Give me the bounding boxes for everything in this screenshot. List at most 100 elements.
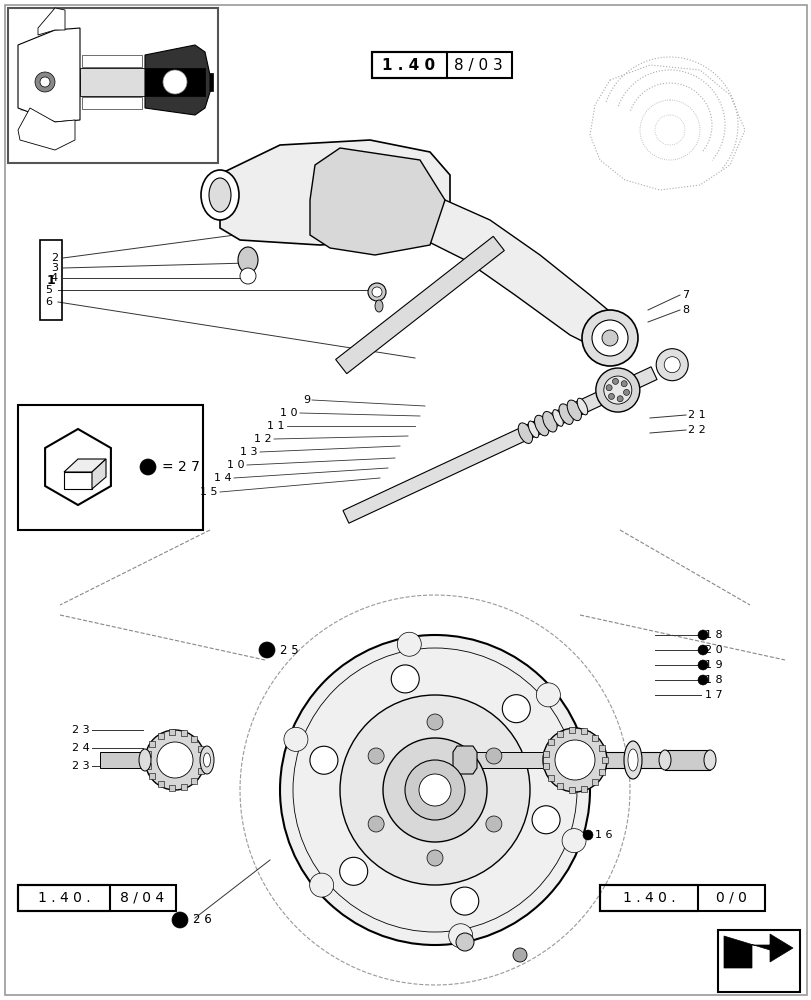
Ellipse shape — [623, 741, 642, 779]
Bar — [581, 786, 586, 792]
Circle shape — [605, 385, 611, 391]
Ellipse shape — [201, 170, 238, 220]
Bar — [144, 763, 150, 769]
Bar — [717, 930, 799, 992]
Polygon shape — [18, 28, 80, 122]
Text: 7: 7 — [681, 290, 689, 300]
Ellipse shape — [577, 398, 587, 415]
Circle shape — [620, 381, 626, 387]
Text: 1 3: 1 3 — [240, 447, 258, 457]
Text: 9: 9 — [303, 395, 310, 405]
Circle shape — [456, 933, 474, 951]
Circle shape — [280, 635, 590, 945]
Text: 1 7: 1 7 — [704, 690, 722, 700]
Polygon shape — [38, 8, 65, 35]
Circle shape — [139, 459, 156, 475]
Circle shape — [697, 645, 707, 655]
Circle shape — [163, 70, 187, 94]
Circle shape — [655, 349, 688, 381]
Text: 1 8: 1 8 — [704, 675, 722, 685]
Circle shape — [157, 742, 193, 778]
Polygon shape — [342, 367, 656, 523]
Ellipse shape — [375, 300, 383, 312]
Text: 2 3: 2 3 — [72, 725, 90, 735]
Bar — [547, 739, 553, 745]
Text: 1 . 4 0: 1 . 4 0 — [382, 58, 435, 73]
Ellipse shape — [240, 268, 255, 284]
Circle shape — [172, 912, 188, 928]
Bar — [371, 52, 512, 78]
Circle shape — [367, 816, 384, 832]
Ellipse shape — [528, 421, 539, 438]
Bar — [542, 751, 548, 757]
Circle shape — [397, 632, 421, 656]
Circle shape — [450, 887, 478, 915]
Circle shape — [513, 948, 526, 962]
Text: 2 3: 2 3 — [72, 761, 90, 771]
Circle shape — [448, 924, 472, 948]
Bar — [200, 757, 206, 763]
Text: 1 8: 1 8 — [704, 630, 722, 640]
Circle shape — [340, 695, 530, 885]
Bar — [100, 752, 147, 768]
Bar — [18, 405, 203, 530]
Bar — [149, 741, 155, 747]
Text: = 2 7: = 2 7 — [162, 460, 200, 474]
Ellipse shape — [517, 423, 532, 443]
Text: 8 / 0 4: 8 / 0 4 — [120, 891, 164, 905]
Circle shape — [531, 806, 560, 834]
Text: 1 0: 1 0 — [280, 408, 298, 418]
Ellipse shape — [703, 750, 715, 770]
Bar — [145, 68, 204, 96]
Text: 1 6: 1 6 — [594, 830, 611, 840]
Text: 1 . 4 0 .: 1 . 4 0 . — [622, 891, 675, 905]
Text: 8: 8 — [681, 305, 689, 315]
Bar — [144, 751, 150, 757]
Polygon shape — [723, 934, 792, 968]
Bar — [197, 746, 204, 752]
Circle shape — [259, 642, 275, 658]
Circle shape — [367, 283, 385, 301]
Circle shape — [40, 77, 50, 87]
Bar — [569, 727, 574, 733]
Text: 5: 5 — [45, 285, 52, 295]
Bar — [569, 787, 574, 793]
Circle shape — [485, 816, 501, 832]
Circle shape — [561, 829, 586, 853]
Ellipse shape — [566, 400, 581, 421]
Text: 3: 3 — [51, 263, 58, 273]
Bar — [18, 885, 109, 911]
Circle shape — [623, 389, 629, 395]
Bar — [599, 885, 764, 911]
Ellipse shape — [542, 411, 556, 432]
Ellipse shape — [558, 404, 573, 424]
Ellipse shape — [627, 749, 637, 771]
Bar — [180, 784, 187, 790]
Polygon shape — [145, 45, 210, 115]
Circle shape — [697, 675, 707, 685]
Bar — [197, 768, 204, 774]
Bar — [599, 745, 605, 751]
Bar — [18, 73, 212, 91]
Circle shape — [405, 760, 465, 820]
Text: KIT: KIT — [65, 475, 88, 488]
Circle shape — [502, 695, 530, 723]
Bar — [601, 757, 607, 763]
Text: 4: 4 — [51, 273, 58, 283]
Circle shape — [536, 683, 560, 707]
Circle shape — [581, 310, 637, 366]
Circle shape — [601, 330, 617, 346]
Ellipse shape — [139, 749, 151, 771]
Bar — [149, 773, 155, 779]
Circle shape — [582, 830, 592, 840]
Ellipse shape — [204, 753, 210, 767]
Bar — [82, 97, 142, 109]
Ellipse shape — [200, 746, 214, 774]
Polygon shape — [45, 429, 111, 505]
Bar — [80, 68, 145, 96]
Bar — [599, 752, 689, 768]
Bar — [158, 781, 164, 787]
Circle shape — [309, 873, 333, 897]
Bar — [180, 730, 187, 736]
Bar — [8, 8, 217, 163]
